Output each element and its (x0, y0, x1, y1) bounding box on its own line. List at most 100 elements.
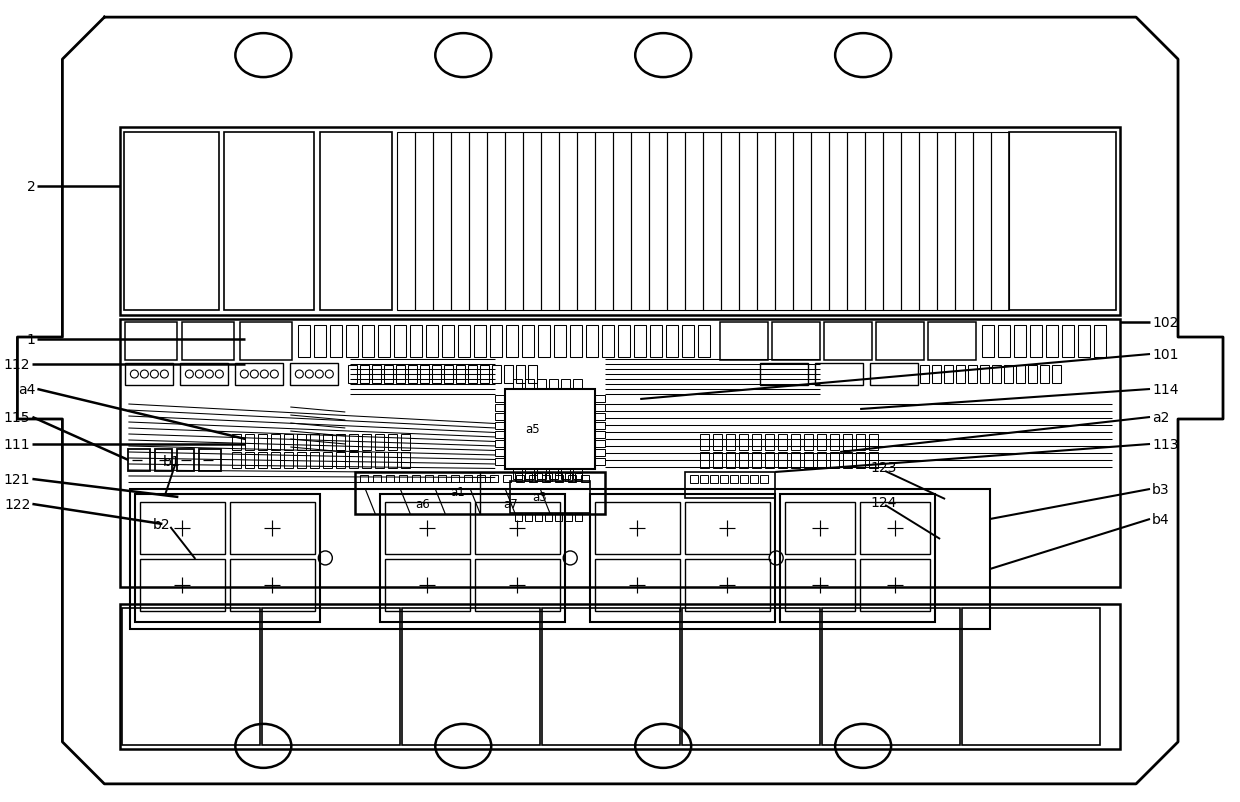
Text: a2: a2 (1152, 411, 1169, 424)
Bar (330, 326, 342, 358)
Bar (336, 435, 345, 451)
Bar (856, 435, 866, 451)
Bar (361, 366, 370, 383)
Bar (140, 502, 226, 554)
Bar (1004, 366, 1013, 383)
Bar (773, 322, 820, 361)
Bar (595, 440, 605, 448)
Bar (870, 363, 918, 386)
Bar (556, 476, 563, 482)
Bar (727, 452, 735, 468)
Bar (556, 473, 562, 481)
Bar (451, 133, 469, 310)
Bar (425, 476, 433, 482)
Bar (962, 608, 1100, 745)
Bar (1078, 326, 1090, 358)
Bar (397, 366, 405, 383)
Bar (399, 476, 407, 482)
Bar (516, 476, 525, 482)
Bar (272, 435, 280, 451)
Bar (791, 435, 800, 451)
Bar (310, 452, 320, 468)
Bar (779, 452, 787, 468)
Bar (701, 435, 709, 451)
Bar (753, 452, 761, 468)
Bar (402, 452, 410, 468)
Bar (464, 476, 472, 482)
Bar (505, 133, 523, 310)
Bar (324, 452, 332, 468)
Bar (384, 366, 393, 383)
Bar (775, 133, 794, 310)
Bar (336, 452, 345, 468)
Bar (120, 128, 1120, 316)
Bar (232, 435, 242, 451)
Bar (582, 476, 589, 482)
Bar (843, 452, 852, 468)
Bar (998, 326, 1011, 358)
Bar (526, 469, 534, 480)
Bar (1030, 326, 1042, 358)
Bar (682, 608, 820, 745)
Bar (805, 435, 813, 451)
Bar (760, 363, 808, 386)
Bar (495, 395, 505, 403)
Bar (362, 435, 371, 451)
Text: b3: b3 (1152, 482, 1169, 496)
Bar (794, 133, 811, 310)
Text: b4: b4 (1152, 512, 1169, 526)
Bar (125, 363, 174, 386)
Bar (565, 473, 572, 481)
Bar (290, 363, 339, 386)
Bar (634, 326, 646, 358)
Bar (538, 326, 551, 358)
Bar (420, 366, 429, 383)
Bar (682, 326, 694, 358)
Bar (495, 404, 505, 411)
Bar (619, 326, 630, 358)
Bar (513, 379, 522, 390)
Bar (123, 608, 260, 745)
Bar (541, 133, 559, 310)
Bar (495, 414, 505, 420)
Bar (516, 513, 522, 521)
Bar (456, 366, 465, 383)
Bar (785, 502, 856, 554)
Bar (516, 473, 522, 481)
Text: a1: a1 (450, 486, 465, 499)
Bar (200, 449, 222, 472)
Bar (444, 366, 454, 383)
Bar (387, 476, 394, 482)
Bar (919, 133, 937, 310)
Bar (1028, 366, 1037, 383)
Bar (595, 459, 605, 465)
Bar (495, 440, 505, 448)
Bar (542, 608, 681, 745)
Bar (559, 133, 578, 310)
Bar (1009, 133, 1116, 310)
Bar (324, 435, 332, 451)
Bar (980, 366, 990, 383)
Text: 101: 101 (1152, 347, 1178, 362)
Bar (1094, 326, 1106, 358)
Bar (779, 435, 787, 451)
Bar (516, 366, 526, 383)
Bar (562, 379, 570, 390)
Text: 113: 113 (1152, 437, 1178, 452)
Bar (438, 476, 446, 482)
Bar (711, 476, 718, 484)
Text: 2: 2 (27, 180, 36, 194)
Bar (955, 133, 973, 310)
Bar (427, 326, 438, 358)
Text: 111: 111 (4, 437, 31, 452)
Bar (765, 435, 774, 451)
Bar (720, 322, 768, 361)
Bar (758, 133, 775, 310)
Bar (459, 326, 470, 358)
Bar (263, 608, 401, 745)
Bar (474, 326, 486, 358)
Bar (495, 423, 505, 429)
Bar (528, 366, 537, 383)
Bar (817, 435, 826, 451)
Bar (505, 390, 595, 469)
